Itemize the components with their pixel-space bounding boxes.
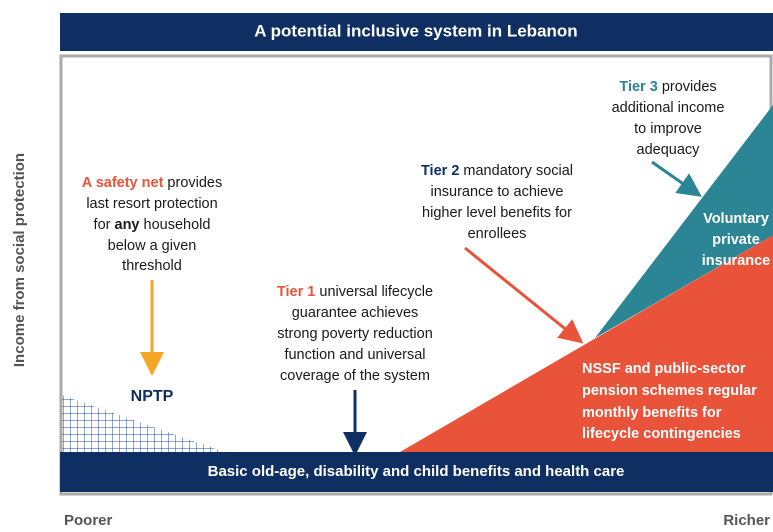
arrow xyxy=(464,246,584,344)
tier2-line: Tier 2 mandatory social xyxy=(421,163,573,179)
text-part: household xyxy=(140,217,211,233)
arrow xyxy=(651,160,702,197)
safety-line: last resort protection xyxy=(86,196,217,212)
nssf-line: monthly benefits for xyxy=(582,405,722,421)
text-part: provides xyxy=(163,175,222,191)
text-part: A safety net xyxy=(82,175,164,191)
safety-line: below a given xyxy=(108,238,197,254)
text-part: Tier 2 xyxy=(421,163,459,179)
text-part: Tier 1 xyxy=(277,284,315,300)
tier2-line: insurance to achieve xyxy=(431,184,564,200)
tier1-line: strong poverty reduction xyxy=(277,326,433,342)
tier2-line: enrollees xyxy=(468,226,527,242)
nssf-line: NSSF and public-sector xyxy=(582,361,746,377)
tier3-line: adequacy xyxy=(637,142,701,158)
hatch-area xyxy=(62,395,225,452)
safety-line: for any household xyxy=(94,217,211,233)
tier1-line: function and universal xyxy=(284,347,425,363)
y-axis-label: Income from social protection xyxy=(11,153,28,367)
voluntary-line: Voluntary xyxy=(703,211,769,227)
nssf-line: pension schemes regular xyxy=(582,383,757,399)
tier3-line: Tier 3 provides xyxy=(619,79,716,95)
tier2-line: higher level benefits for xyxy=(422,205,572,221)
title-bar xyxy=(60,13,773,51)
tier2-area xyxy=(400,235,773,452)
nssf-line: lifecycle contingencies xyxy=(582,426,741,442)
voluntary-line: insurance xyxy=(702,253,771,269)
title: A potential inclusive system in Lebanon xyxy=(254,21,577,40)
nptp: NPTP xyxy=(131,388,174,405)
text-part: Tier 3 xyxy=(619,79,657,95)
tier3-area xyxy=(595,105,773,338)
text-part: provides xyxy=(658,79,717,95)
text-part: any xyxy=(115,217,140,233)
text-part: universal lifecycle xyxy=(315,284,433,300)
tier3-line: to improve xyxy=(634,121,702,137)
base-bar-text: Basic old-age, disability and child bene… xyxy=(208,463,625,480)
safety-line: threshold xyxy=(122,258,182,274)
tier1-line: coverage of the system xyxy=(280,368,430,384)
tier1-line: Tier 1 universal lifecycle xyxy=(277,284,433,300)
text-part: mandatory social xyxy=(459,163,573,179)
tier3-line: additional income xyxy=(612,100,725,116)
x-left: Poorer xyxy=(64,512,113,529)
tier1-line: guarantee achieves xyxy=(292,305,419,321)
x-right: Richer xyxy=(723,512,770,529)
safety-line: A safety net provides xyxy=(82,175,223,191)
text-part: for xyxy=(94,217,115,233)
voluntary-line: private xyxy=(712,232,760,248)
base-bar xyxy=(60,452,773,492)
